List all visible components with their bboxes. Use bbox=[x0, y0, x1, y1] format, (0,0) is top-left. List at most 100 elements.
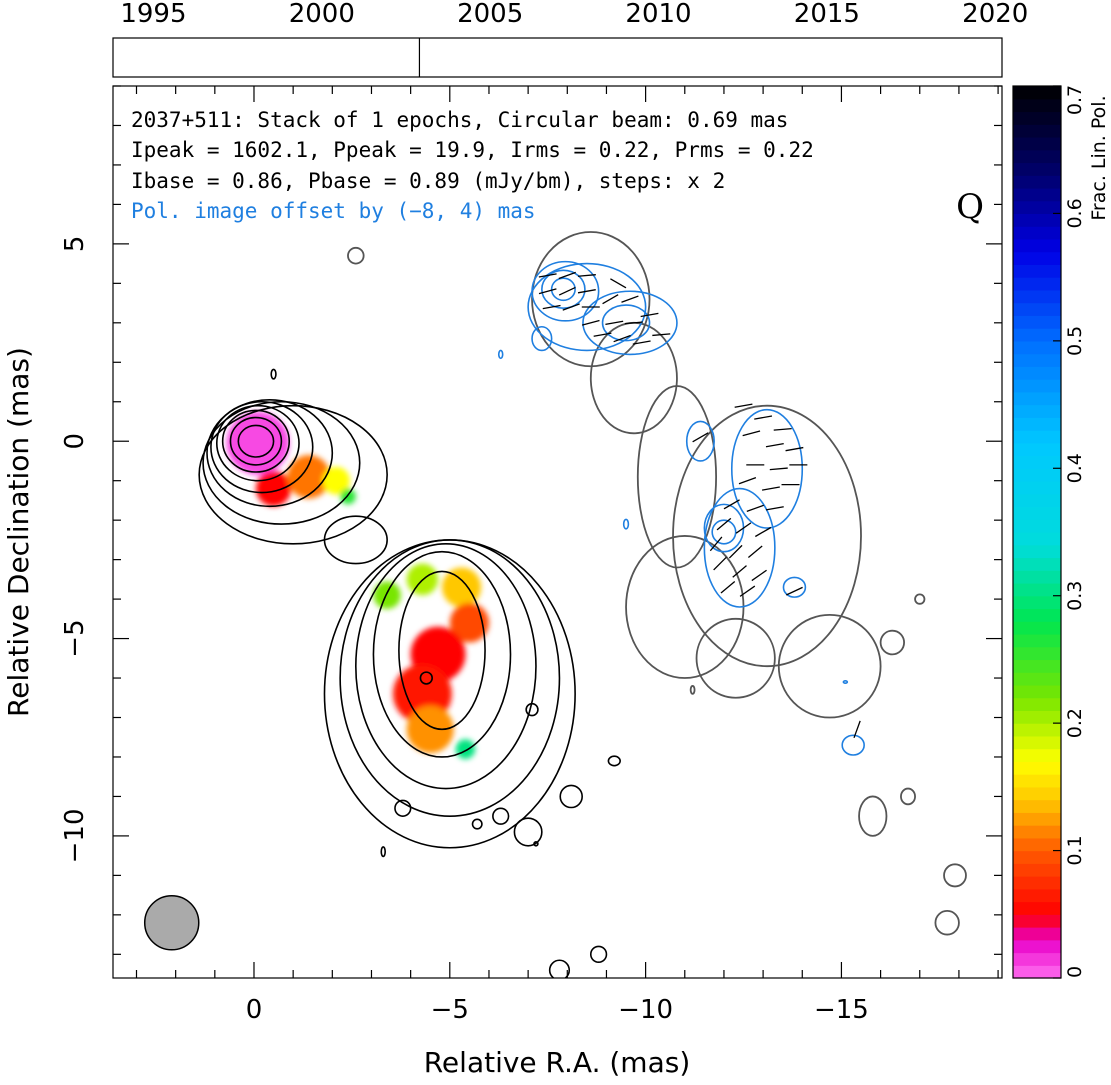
evpa-vector bbox=[692, 432, 709, 443]
evpa-vector bbox=[769, 467, 788, 471]
evpa-vector bbox=[735, 522, 752, 534]
evpa-vector bbox=[785, 446, 804, 452]
evpa-vector bbox=[716, 517, 732, 531]
header-line-3: Ibase = 0.86, Pbase = 0.89 (mJy/bm), ste… bbox=[131, 169, 725, 193]
evpa-vector bbox=[621, 295, 639, 303]
colorbar-band bbox=[1013, 289, 1061, 304]
colorbar-band bbox=[1013, 404, 1061, 418]
offset-total-intensity-contour bbox=[531, 231, 651, 368]
total-intensity-contour bbox=[206, 398, 334, 508]
colorbar-band bbox=[1013, 825, 1061, 839]
colorbar-band bbox=[1013, 939, 1061, 954]
offset-total-intensity-contour bbox=[943, 863, 967, 888]
polarized-intensity-contour bbox=[703, 487, 776, 608]
colorbar-band bbox=[1013, 124, 1061, 138]
y-tick-label: 0 bbox=[60, 433, 90, 450]
colorbar-band bbox=[1013, 914, 1061, 928]
evpa-vector bbox=[610, 278, 627, 289]
evpa-vector bbox=[713, 556, 727, 571]
colorbar-band bbox=[1013, 315, 1061, 329]
evpa-vector bbox=[734, 403, 753, 408]
colorbar-band bbox=[1013, 86, 1061, 100]
evpa-vector bbox=[739, 585, 756, 597]
evpa-vector bbox=[652, 333, 671, 337]
colorbar-tick-label: 0.6 bbox=[1064, 198, 1086, 228]
colorbar-band bbox=[1013, 723, 1061, 737]
colorbar-tick-label: 0 bbox=[1064, 966, 1086, 978]
total-intensity-contour bbox=[198, 404, 388, 545]
evpa-vector bbox=[538, 288, 557, 295]
colorbar-band bbox=[1013, 379, 1061, 393]
total-intensity-contour bbox=[398, 570, 486, 731]
offset-total-intensity-contour bbox=[695, 617, 776, 699]
total-intensity-contour bbox=[471, 818, 483, 830]
evpa-vector bbox=[624, 321, 643, 325]
total-intensity-contour bbox=[323, 539, 576, 849]
offset-total-intensity-contour bbox=[347, 246, 365, 265]
total-intensity-contour bbox=[559, 784, 583, 809]
polarized-intensity-contour bbox=[730, 408, 804, 529]
colorbar-band bbox=[1013, 570, 1061, 584]
total-intensity-contour bbox=[419, 671, 433, 685]
evpa-vector bbox=[723, 499, 740, 510]
colorbar-band bbox=[1013, 417, 1061, 431]
colorbar-band bbox=[1013, 659, 1061, 673]
polarized-intensity-contour bbox=[527, 262, 647, 352]
total-intensity-contour bbox=[210, 400, 314, 494]
colorbar-band bbox=[1013, 532, 1061, 546]
colorbar-band bbox=[1013, 557, 1061, 571]
x-axis-title: Relative R.A. (mas) bbox=[424, 1046, 691, 1079]
polarized-intensity-contour bbox=[601, 304, 651, 342]
total-intensity-contour bbox=[372, 550, 512, 758]
colorbar-band bbox=[1013, 175, 1061, 189]
colorbar-band bbox=[1013, 799, 1061, 813]
polarized-intensity-contour bbox=[841, 734, 865, 756]
colorbar-frame bbox=[1012, 85, 1062, 979]
y-tick-label: 5 bbox=[60, 236, 90, 253]
colorbar-band bbox=[1013, 353, 1061, 367]
colorbar-band bbox=[1013, 264, 1061, 278]
colorbar-band bbox=[1013, 468, 1061, 482]
colorbar-band bbox=[1013, 927, 1061, 941]
total-intensity-contour bbox=[323, 515, 388, 565]
offset-total-intensity-contour bbox=[689, 685, 696, 695]
colorbar-band bbox=[1013, 430, 1061, 444]
colorbar-band bbox=[1013, 646, 1061, 661]
colorbar-band bbox=[1013, 901, 1061, 915]
evpa-vector bbox=[577, 274, 596, 277]
total-intensity-contour bbox=[237, 424, 275, 458]
colorbar-band bbox=[1013, 774, 1061, 788]
colorbar-band bbox=[1013, 277, 1061, 291]
polarized-intensity-contour bbox=[622, 518, 630, 530]
evpa-vector bbox=[558, 286, 576, 296]
colorbar-band bbox=[1013, 493, 1061, 508]
colorbar-band bbox=[1013, 876, 1061, 890]
colorbar-tick-label: 0.7 bbox=[1064, 85, 1086, 115]
colorbar-tick-label: 0.3 bbox=[1064, 581, 1086, 611]
evpa-vector bbox=[720, 580, 736, 594]
polarized-intensity-contour bbox=[685, 420, 715, 462]
offset-total-intensity-contour bbox=[934, 910, 960, 936]
colorbar-band bbox=[1013, 965, 1061, 979]
colorbar-band bbox=[1013, 761, 1061, 775]
colorbar-band bbox=[1013, 481, 1061, 495]
evpa-vector bbox=[709, 536, 723, 552]
evpa-vector bbox=[728, 544, 743, 559]
evpa-vector bbox=[632, 340, 651, 345]
evpa-vector bbox=[754, 415, 773, 420]
colorbar-band bbox=[1013, 633, 1061, 648]
evpa-vector bbox=[613, 334, 631, 343]
colorbar-band bbox=[1013, 98, 1061, 113]
timeline-year-label: 2020 bbox=[962, 0, 1028, 29]
total-intensity-contour bbox=[394, 799, 412, 817]
colorbar-band bbox=[1013, 812, 1061, 826]
total-intensity-contour bbox=[380, 846, 386, 858]
polarized-intensity-contour bbox=[497, 349, 504, 360]
colorbar-band bbox=[1013, 187, 1061, 202]
evpa-vector bbox=[765, 442, 784, 448]
timeline-year-label: 1995 bbox=[120, 0, 186, 29]
total-intensity-contour bbox=[202, 400, 361, 525]
total-intensity-contour bbox=[589, 945, 608, 964]
header-line-1: 2037+511: Stack of 1 epochs, Circular be… bbox=[131, 108, 788, 132]
offset-total-intensity-contour bbox=[900, 787, 916, 806]
